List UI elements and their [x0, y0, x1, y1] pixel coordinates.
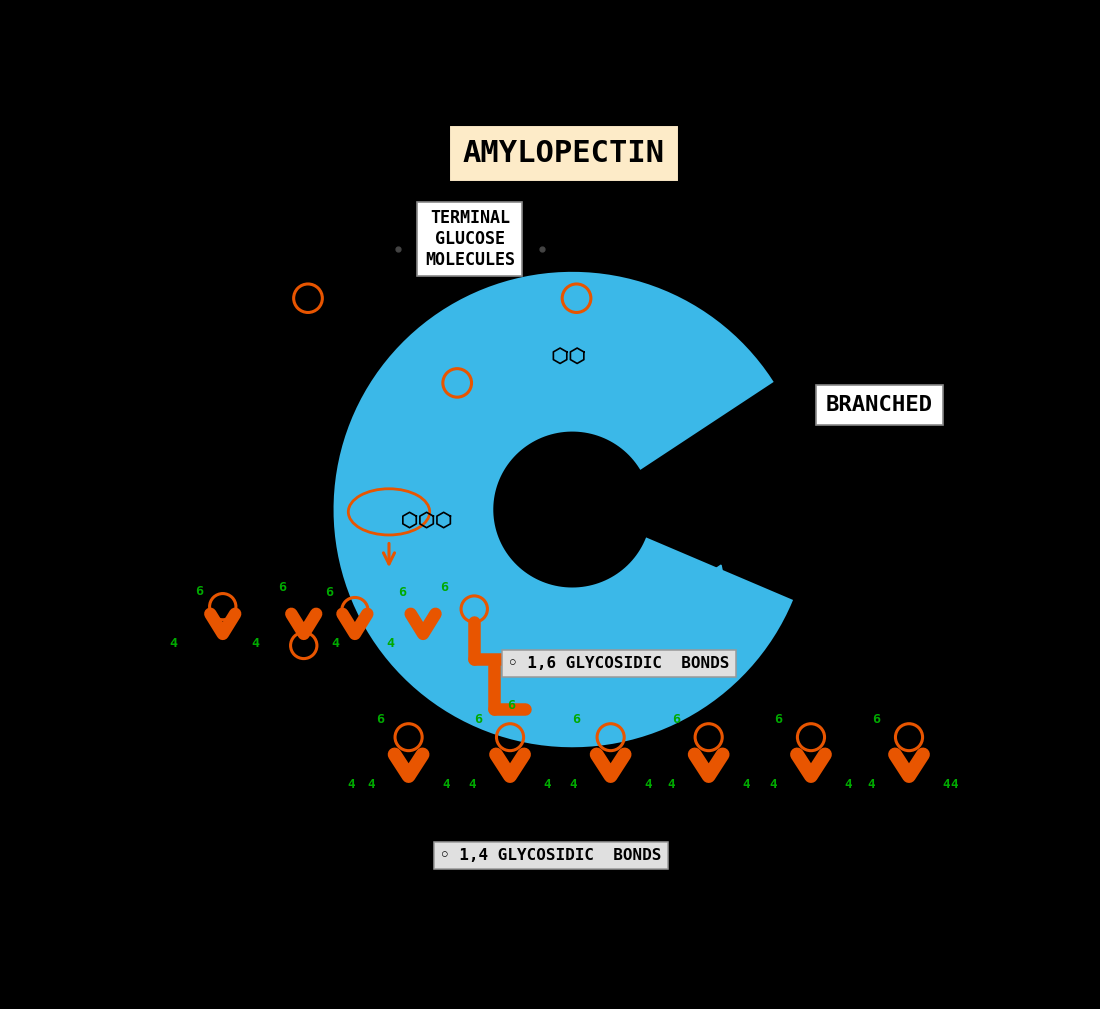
Text: 4: 4 [543, 778, 551, 791]
Text: 4: 4 [331, 637, 339, 650]
Text: 4: 4 [346, 778, 354, 791]
Polygon shape [425, 519, 477, 576]
Text: 6: 6 [376, 712, 385, 725]
Text: 4: 4 [868, 778, 876, 791]
Text: 6: 6 [872, 712, 880, 725]
Text: 4: 4 [570, 778, 576, 791]
Text: 6: 6 [774, 712, 782, 725]
Text: 4: 4 [251, 637, 260, 650]
Text: 4: 4 [645, 778, 652, 791]
Text: 6: 6 [278, 581, 286, 593]
Text: AMYLOPECTIN: AMYLOPECTIN [463, 139, 664, 169]
Text: ◦ 1,6 GLYCOSIDIC  BONDS: ◦ 1,6 GLYCOSIDIC BONDS [508, 656, 729, 671]
Text: 4: 4 [845, 778, 853, 791]
Text: 6: 6 [672, 712, 680, 725]
Polygon shape [663, 565, 735, 633]
Text: ◦ 1,4 GLYCOSIDIC  BONDS: ◦ 1,4 GLYCOSIDIC BONDS [440, 848, 661, 863]
Text: 6: 6 [398, 586, 406, 599]
Text: 4: 4 [943, 778, 950, 791]
Text: 4: 4 [386, 637, 394, 650]
Text: 6: 6 [440, 581, 449, 593]
Text: 4: 4 [442, 778, 450, 791]
Text: 4: 4 [169, 637, 177, 650]
Text: 4: 4 [668, 778, 675, 791]
Text: 4: 4 [367, 778, 375, 791]
Text: 6: 6 [507, 699, 515, 711]
Text: 6: 6 [474, 712, 483, 725]
Text: 4: 4 [770, 778, 778, 791]
Text: 6: 6 [326, 586, 333, 599]
Text: TERMINAL
GLUCOSE
MOLECULES: TERMINAL GLUCOSE MOLECULES [425, 210, 515, 269]
Text: 6: 6 [195, 584, 202, 597]
Text: 6: 6 [572, 712, 581, 725]
Text: BRANCHED: BRANCHED [826, 395, 933, 415]
Text: 4: 4 [742, 778, 750, 791]
Text: 4: 4 [950, 778, 958, 791]
Text: 4: 4 [469, 778, 476, 791]
